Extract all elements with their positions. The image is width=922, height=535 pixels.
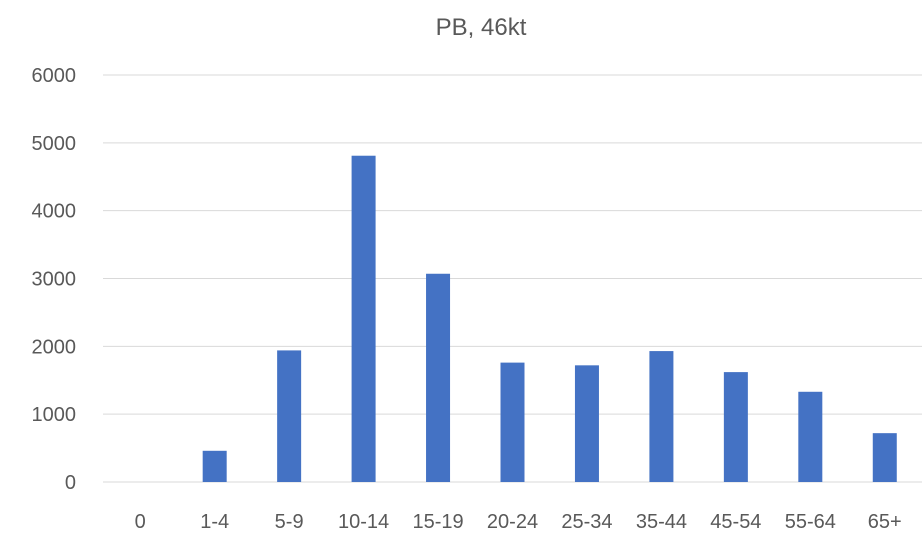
bar-55-64 bbox=[798, 391, 823, 482]
bar-35-44 bbox=[649, 351, 674, 482]
y-tick-label: 4000 bbox=[32, 201, 77, 223]
bar-1-4 bbox=[202, 450, 227, 482]
x-tick-label: 45-54 bbox=[710, 511, 761, 533]
x-tick-label: 55-64 bbox=[785, 511, 836, 533]
bar-20-24 bbox=[500, 362, 525, 482]
y-tick-label: 3000 bbox=[32, 269, 77, 291]
x-tick-label: 25-34 bbox=[561, 511, 612, 533]
x-tick-label: 5-9 bbox=[275, 511, 304, 533]
bar-15-19 bbox=[426, 273, 451, 482]
x-tick-label: 15-19 bbox=[412, 511, 463, 533]
bar-25-34 bbox=[574, 365, 599, 482]
y-tick-label: 5000 bbox=[32, 133, 77, 155]
gridlines bbox=[103, 74, 922, 483]
bars bbox=[202, 155, 897, 482]
x-tick-label: 1-4 bbox=[200, 511, 229, 533]
bar-45-54 bbox=[723, 372, 748, 482]
y-tick-label: 1000 bbox=[32, 404, 77, 426]
x-tick-label: 10-14 bbox=[338, 511, 389, 533]
x-tick-label: 35-44 bbox=[636, 511, 687, 533]
y-tick-label: 0 bbox=[65, 472, 76, 494]
x-tick-label: 20-24 bbox=[487, 511, 538, 533]
bar-65+ bbox=[872, 433, 897, 482]
y-axis-ticks: 0 1000 2000 3000 4000 5000 6000 bbox=[32, 65, 77, 494]
bar-5-9 bbox=[277, 350, 302, 482]
y-tick-label: 2000 bbox=[32, 336, 77, 358]
x-tick-label: 65+ bbox=[868, 511, 902, 533]
y-tick-label: 6000 bbox=[32, 65, 77, 87]
bar-10-14 bbox=[351, 155, 376, 482]
x-tick-label: 0 bbox=[135, 511, 146, 533]
x-axis-ticks: 0 1-4 5-9 10-14 15-19 20-24 25-34 35-44 45-54 55-… bbox=[135, 511, 902, 533]
chart-title: PB, 46kt bbox=[436, 14, 527, 41]
